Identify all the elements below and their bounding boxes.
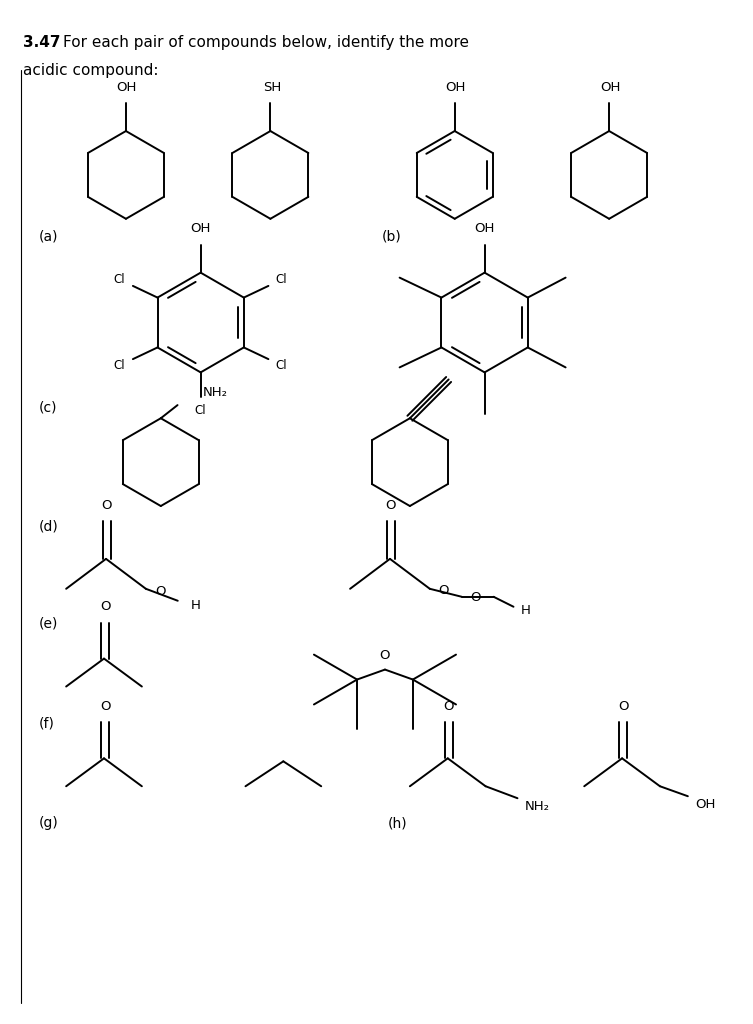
Text: (c): (c) <box>39 400 58 415</box>
Text: NH₂: NH₂ <box>525 800 550 813</box>
Text: OH: OH <box>191 222 211 236</box>
Text: NH₂: NH₂ <box>203 386 227 398</box>
Text: SH: SH <box>264 81 282 93</box>
Text: For each pair of compounds below, identify the more: For each pair of compounds below, identi… <box>63 35 469 50</box>
Text: Cl: Cl <box>276 358 288 372</box>
Text: OH: OH <box>474 222 495 236</box>
Text: O: O <box>471 591 481 604</box>
Text: H: H <box>191 599 200 612</box>
Text: (g): (g) <box>39 816 59 830</box>
Text: Cl: Cl <box>114 358 126 372</box>
Text: Cl: Cl <box>114 273 126 286</box>
Text: O: O <box>438 585 449 597</box>
Text: O: O <box>386 499 396 512</box>
Text: acidic compound:: acidic compound: <box>23 63 159 78</box>
Text: OH: OH <box>696 798 716 811</box>
Text: (h): (h) <box>388 816 407 830</box>
Text: (f): (f) <box>39 717 55 730</box>
Text: O: O <box>99 700 110 713</box>
Text: OH: OH <box>446 81 466 93</box>
Text: (e): (e) <box>39 616 59 631</box>
Text: 3.47: 3.47 <box>23 35 61 50</box>
Text: H: H <box>520 604 530 617</box>
Text: (b): (b) <box>382 229 402 244</box>
Text: OH: OH <box>117 81 137 93</box>
Text: O: O <box>99 600 110 613</box>
Text: (d): (d) <box>39 520 59 534</box>
Text: O: O <box>156 586 166 598</box>
Text: Cl: Cl <box>276 273 288 286</box>
Text: O: O <box>444 700 454 713</box>
Text: O: O <box>618 700 628 713</box>
Text: OH: OH <box>600 81 620 93</box>
Text: Cl: Cl <box>195 403 206 417</box>
Text: O: O <box>102 499 112 512</box>
Text: O: O <box>380 649 390 663</box>
Text: (a): (a) <box>39 229 59 244</box>
